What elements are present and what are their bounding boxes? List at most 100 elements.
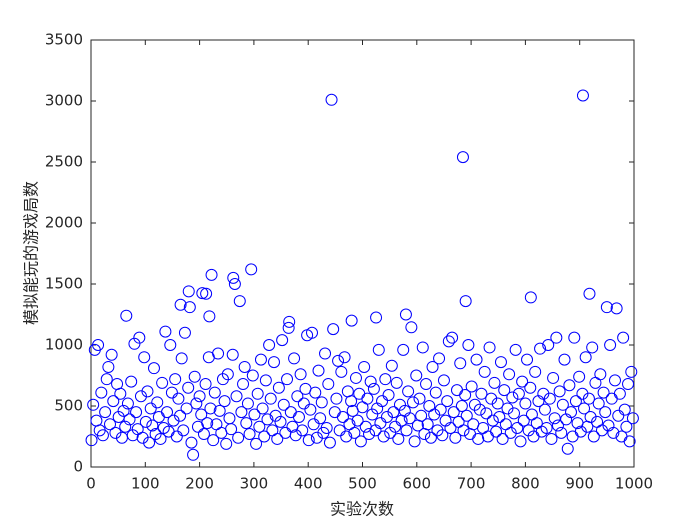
data-point [486,414,499,427]
data-point [310,431,323,444]
data-point [246,369,259,382]
data-point [185,436,198,449]
data-point [92,339,105,351]
x-tick-label: 500 [348,475,377,493]
data-point [248,408,261,421]
data-point [524,291,537,304]
y-tick-label: 3000 [45,92,83,110]
data-point [625,365,638,378]
data-point [364,375,377,388]
data-point [220,437,233,450]
data-point [269,409,282,422]
data-point [494,356,507,369]
data-point [586,341,599,354]
data-point [109,426,122,439]
data-point [203,310,216,323]
data-point [306,326,319,339]
data-point [403,412,416,425]
data-point [195,408,208,421]
data-point [408,435,421,448]
data-point [276,334,289,347]
data-point [170,430,183,443]
data-point [161,406,174,419]
data-point [550,331,563,344]
data-point [367,382,380,395]
data-point [340,430,353,443]
data-point [136,431,149,444]
data-point [151,396,164,409]
data-point [465,380,478,393]
data-point [555,426,568,439]
data-point [258,430,271,443]
data-point [178,326,191,339]
data-point [213,404,226,417]
data-point [374,417,387,430]
data-point [366,408,379,421]
data-point [226,348,239,361]
data-point [540,421,553,434]
data-point [578,402,591,415]
data-point [576,387,589,400]
data-point [370,311,383,324]
data-point [519,397,532,410]
data-point [380,410,393,423]
data-point [147,362,160,375]
data-point [199,378,212,391]
data-point [182,285,195,298]
data-point [345,314,358,327]
data-point [511,421,524,434]
data-point [556,398,569,411]
data-point [405,321,418,334]
data-point [165,386,178,399]
data-point [623,435,636,448]
data-point [345,395,358,408]
data-point [428,408,441,421]
data-point [133,331,146,344]
data-point [548,412,561,425]
data-point [622,378,635,391]
data-point [361,392,374,405]
data-point [95,386,108,399]
y-axis-label: 模拟能玩的游戏局数 [22,181,41,325]
data-point [130,406,143,419]
data-point [377,430,390,443]
data-point [227,271,240,284]
data-point [119,420,132,433]
data-point [431,424,444,437]
data-point [424,431,437,444]
data-point [561,442,574,455]
data-point [436,429,449,442]
data-point [597,386,610,399]
data-point [177,424,190,437]
data-point [289,429,302,442]
x-tick-label: 800 [511,475,540,493]
data-point [121,397,134,410]
data-point [498,384,511,397]
data-point [114,387,127,400]
data-point [574,425,587,438]
data-point [569,395,582,408]
data-point [183,301,196,314]
data-point [96,429,109,442]
data-point [547,371,560,384]
data-point [164,339,177,351]
data-point [618,403,631,416]
data-point [102,360,115,373]
data-point [472,432,485,445]
data-point [620,420,633,433]
data-point [193,390,206,403]
data-point [283,315,296,328]
data-point [138,351,151,364]
data-point [233,295,246,308]
data-point [385,359,398,372]
data-point [473,403,486,416]
data-point [449,431,462,444]
data-point [573,370,586,383]
data-point [196,287,209,300]
y-tick-label: 1000 [45,336,83,354]
data-point [568,331,581,344]
data-point [348,426,361,439]
data-point [604,339,617,351]
data-point [460,409,473,422]
data-point [167,414,180,427]
